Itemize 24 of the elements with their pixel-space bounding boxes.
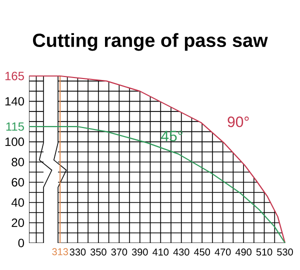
x-tick-label: 350	[90, 248, 106, 256]
y-tick-label: 100	[5, 138, 24, 146]
y-tick-label: 20	[12, 218, 24, 227]
x-tick-label: 370	[111, 248, 128, 256]
y-tick-label: 40	[11, 198, 24, 207]
x-tick-label: 490	[235, 248, 252, 256]
x-tick-label: 510	[256, 248, 272, 256]
x-tick-label: 450	[194, 248, 210, 256]
x-tick-label: 390	[132, 248, 148, 256]
y-tick-label: 0	[18, 238, 24, 248]
line-series	[28, 75, 286, 244]
x-tick-label: 330	[70, 248, 86, 256]
ref-line-label: 313	[52, 248, 68, 256]
x-tick-label: 530	[277, 248, 293, 256]
y-tick-label: 60	[12, 178, 24, 186]
chart-title: Cutting range of pass saw	[32, 33, 268, 51]
y-tick-label: 165	[5, 72, 24, 80]
y-tick-label: 115	[6, 122, 24, 131]
y-tick-label: 80	[12, 158, 24, 166]
y-tick-label: 140	[5, 97, 24, 106]
x-tick-label: 470	[214, 248, 231, 256]
x-tick-label: 410	[152, 248, 169, 256]
x-tick-label: 430	[173, 248, 190, 256]
series-label: 90°	[228, 116, 249, 128]
